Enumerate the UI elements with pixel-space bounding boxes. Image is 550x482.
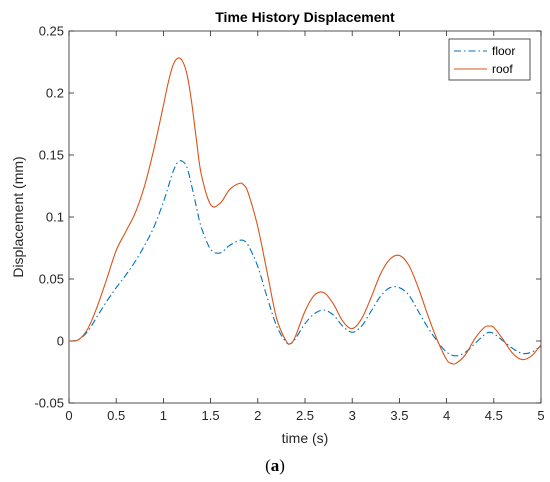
legend-box bbox=[448, 38, 531, 81]
y-tick-label: 0.1 bbox=[46, 210, 64, 225]
y-tick-label: -0.05 bbox=[34, 396, 64, 411]
x-ticks: 0 0.5 1 1.5 2 2.5 3 3.5 4 4.5 5 bbox=[65, 31, 545, 423]
x-tick-label: 2 bbox=[254, 408, 261, 423]
chart-title: Time History Displacement bbox=[215, 9, 395, 25]
y-tick-label: 0.25 bbox=[39, 24, 64, 39]
legend-label-floor: floor bbox=[492, 44, 515, 58]
x-tick-label: 0.5 bbox=[107, 408, 125, 423]
y-tick-label: 0.05 bbox=[39, 272, 64, 287]
x-tick-label: 0 bbox=[65, 408, 72, 423]
y-axis-label: Displacement (mm) bbox=[10, 156, 26, 277]
x-tick-label: 1.5 bbox=[202, 408, 220, 423]
caption-letter: a bbox=[270, 456, 280, 475]
x-tick-label: 2.5 bbox=[296, 408, 314, 423]
x-tick-label: 5 bbox=[537, 408, 544, 423]
legend-label-roof: roof bbox=[492, 62, 513, 76]
x-tick-label: 4.5 bbox=[485, 408, 503, 423]
x-axis-label: time (s) bbox=[282, 430, 329, 446]
caption-close-paren: ) bbox=[279, 456, 285, 475]
legend: floor roof bbox=[448, 38, 531, 81]
y-ticks: -0.05 0 0.05 0.1 0.15 0.2 0.25 bbox=[34, 24, 541, 411]
series-line-roof bbox=[68, 57, 542, 365]
series-lines bbox=[68, 57, 542, 365]
x-tick-label: 1 bbox=[160, 408, 167, 423]
x-tick-label: 3 bbox=[349, 408, 356, 423]
y-tick-label: 0 bbox=[57, 334, 64, 349]
figure-caption: (a) bbox=[0, 456, 550, 476]
series-line-floor bbox=[68, 160, 542, 357]
caption-open-paren: ( bbox=[265, 456, 271, 475]
x-tick-label: 4 bbox=[443, 408, 450, 423]
x-tick-label: 3.5 bbox=[390, 408, 408, 423]
y-tick-label: 0.2 bbox=[46, 86, 64, 101]
plot-area: 0 0.5 1 1.5 2 2.5 3 3.5 4 4.5 5 -0.0500.050.10.150… bbox=[34, 24, 544, 424]
y-tick-label: 0.15 bbox=[39, 148, 64, 163]
